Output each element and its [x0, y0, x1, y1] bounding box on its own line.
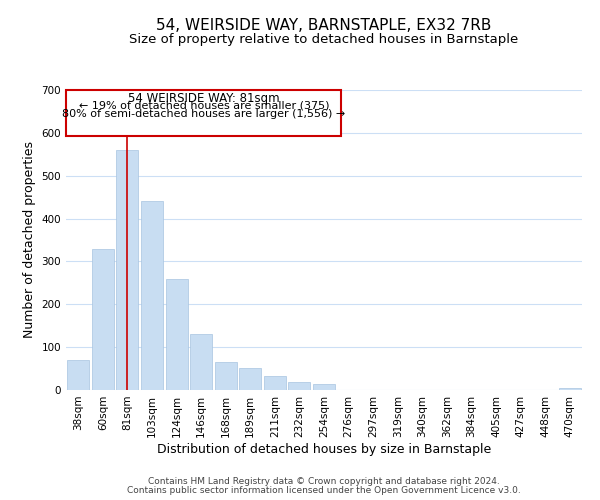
FancyBboxPatch shape [67, 90, 341, 136]
Text: Contains public sector information licensed under the Open Government Licence v3: Contains public sector information licen… [127, 486, 521, 495]
Bar [289, 382, 310, 390]
Bar [67, 360, 89, 390]
Bar [313, 384, 335, 390]
Bar [141, 202, 163, 390]
Y-axis label: Number of detached properties: Number of detached properties [23, 142, 36, 338]
X-axis label: Distribution of detached houses by size in Barnstaple: Distribution of detached houses by size … [157, 442, 491, 456]
Bar [92, 250, 114, 390]
Bar [190, 334, 212, 390]
Bar [116, 150, 139, 390]
Bar [264, 376, 286, 390]
Bar [239, 368, 262, 390]
Bar [215, 362, 237, 390]
Text: Contains HM Land Registry data © Crown copyright and database right 2024.: Contains HM Land Registry data © Crown c… [148, 477, 500, 486]
Text: 54, WEIRSIDE WAY, BARNSTAPLE, EX32 7RB: 54, WEIRSIDE WAY, BARNSTAPLE, EX32 7RB [157, 18, 491, 32]
Text: Size of property relative to detached houses in Barnstaple: Size of property relative to detached ho… [130, 32, 518, 46]
Bar [559, 388, 581, 390]
Bar [166, 280, 188, 390]
Text: 80% of semi-detached houses are larger (1,556) →: 80% of semi-detached houses are larger (… [62, 109, 346, 119]
Text: 54 WEIRSIDE WAY: 81sqm: 54 WEIRSIDE WAY: 81sqm [128, 92, 280, 105]
Text: ← 19% of detached houses are smaller (375): ← 19% of detached houses are smaller (37… [79, 100, 329, 110]
